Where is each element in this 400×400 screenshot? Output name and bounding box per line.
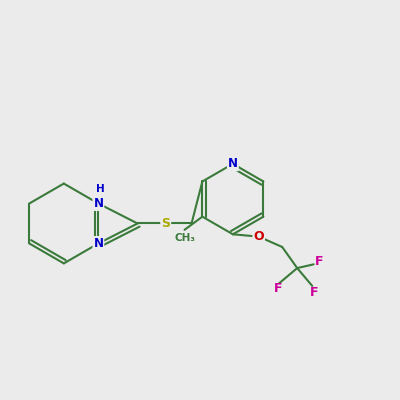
Text: F: F	[315, 256, 324, 268]
Text: O: O	[253, 230, 264, 243]
Text: CH₃: CH₃	[174, 233, 195, 243]
Text: N: N	[93, 197, 103, 210]
Text: N: N	[93, 237, 103, 250]
Text: F: F	[310, 286, 319, 299]
Text: N: N	[228, 157, 238, 170]
Text: F: F	[274, 282, 283, 295]
Text: H: H	[96, 184, 105, 194]
Text: S: S	[161, 217, 170, 230]
